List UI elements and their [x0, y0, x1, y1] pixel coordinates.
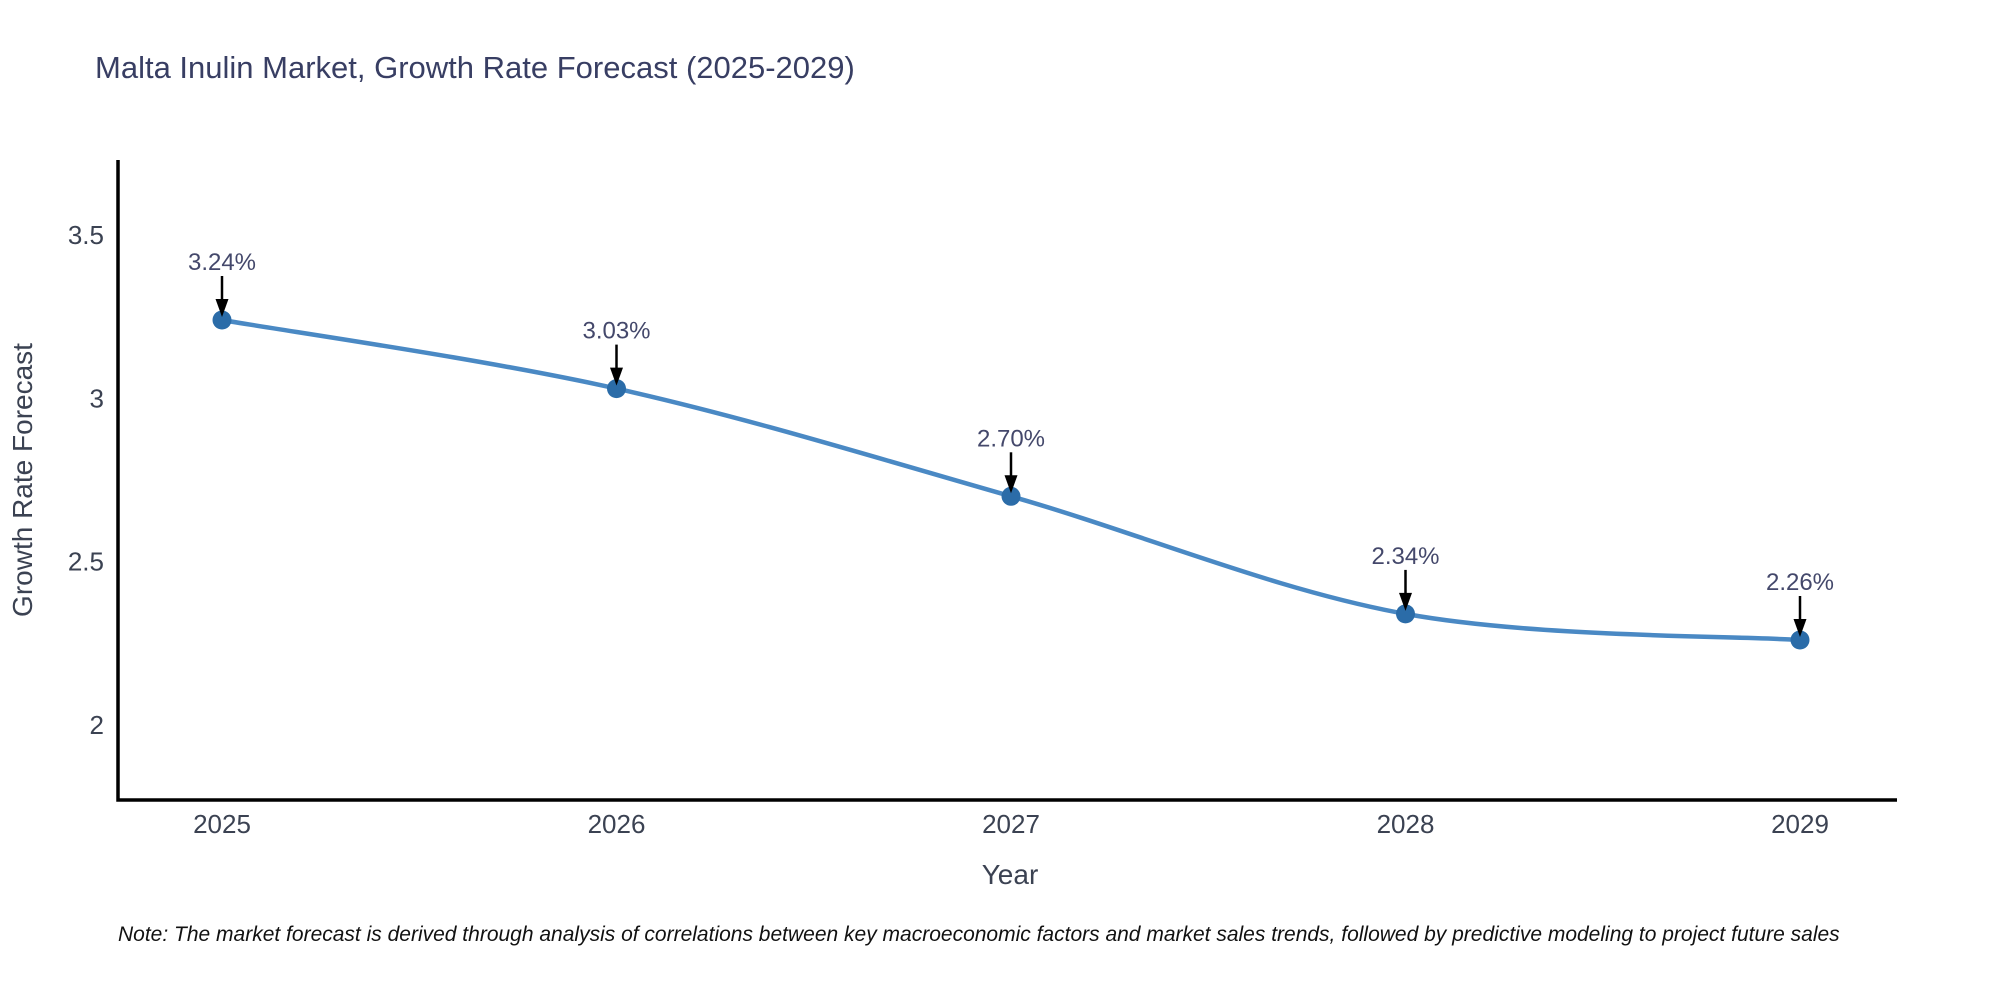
point-value-label: 2.26% — [1766, 569, 1834, 596]
axis-lines — [116, 160, 1897, 802]
x-tick-label: 2028 — [1377, 809, 1435, 839]
data-point-2025[interactable] — [212, 310, 232, 330]
x-axis-title: Year — [982, 859, 1039, 890]
y-axis-title: Growth Rate Forecast — [7, 343, 38, 617]
data-point-2028[interactable] — [1396, 604, 1415, 624]
data-point-2029[interactable] — [1790, 630, 1810, 650]
y-tick-label: 2 — [90, 710, 104, 740]
point-value-label: 3.24% — [188, 249, 256, 276]
annotation-arrowhead-icon — [1793, 619, 1807, 637]
data-point-2026[interactable] — [607, 379, 626, 399]
y-tick-label: 2.5 — [68, 547, 104, 577]
data-point-2027[interactable] — [1001, 486, 1021, 506]
x-tick-label: 2025 — [193, 809, 251, 839]
footnote: Note: The market forecast is derived thr… — [118, 923, 1840, 946]
plot-area: 2 2.5 3 3.5 2025 2026 2027 2028 2029 3.24% 3.03% 2.… — [68, 160, 1897, 839]
x-tick-label: 2029 — [1771, 809, 1829, 839]
y-tick-label: 3 — [90, 383, 104, 413]
point-value-label: 2.70% — [977, 425, 1045, 452]
annotation-arrowhead-icon — [1004, 475, 1018, 494]
annotation-arrowhead-icon — [610, 367, 623, 386]
chart-title: Malta Inulin Market, Growth Rate Forecas… — [95, 50, 855, 85]
y-tick-label: 3.5 — [68, 220, 104, 250]
point-value-label: 3.03% — [582, 318, 650, 345]
x-tick-label: 2027 — [982, 809, 1040, 839]
x-tick-label: 2026 — [588, 809, 646, 839]
annotation-arrowhead-icon — [1399, 592, 1412, 611]
point-value-label: 2.34% — [1371, 543, 1439, 570]
annotation-arrowhead-icon — [215, 299, 229, 317]
